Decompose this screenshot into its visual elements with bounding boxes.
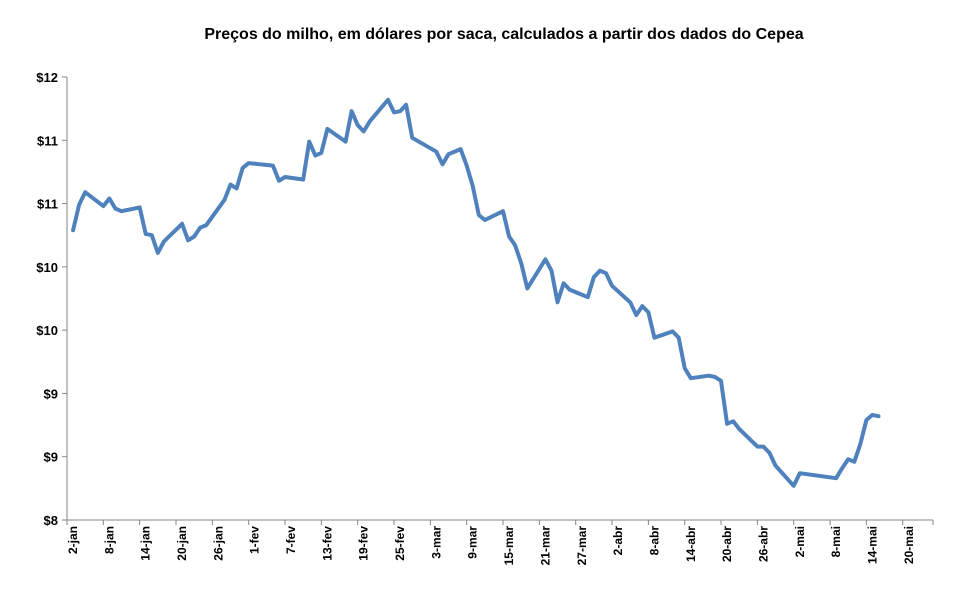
y-tick-label: $8 bbox=[44, 513, 58, 528]
y-axis: $8 $9 $9 $10 $10 $11 $11 $12 bbox=[36, 70, 68, 528]
x-tick-label: 25-fev bbox=[393, 526, 407, 561]
x-axis: 2-jan 8-jan 14-jan 20-jan 26-jan 1-fev 7-fev 13… bbox=[66, 519, 934, 566]
x-tick-label: 20-mai bbox=[902, 526, 916, 564]
y-tick-label: $10 bbox=[36, 260, 58, 275]
series-layer bbox=[71, 97, 881, 488]
x-tick-label: 26-jan bbox=[211, 526, 225, 561]
y-tick-label: $12 bbox=[36, 70, 58, 85]
x-tick-label: 15-mar bbox=[502, 526, 516, 566]
x-tick-label: 14-jan bbox=[139, 526, 153, 561]
x-tick-label: 2-jan bbox=[66, 526, 80, 554]
x-tick-label: 20-abr bbox=[720, 526, 734, 562]
series-line bbox=[71, 97, 881, 488]
x-tick-label: 14-abr bbox=[684, 526, 698, 562]
x-tick-label: 8-abr bbox=[647, 526, 661, 556]
chart-title: Preços do milho, em dólares por saca, ca… bbox=[204, 26, 803, 43]
x-tick-label: 9-mar bbox=[466, 526, 480, 559]
x-tick-label: 8-mai bbox=[829, 526, 843, 557]
x-tick-label: 7-fev bbox=[284, 526, 298, 554]
y-tick-label: $9 bbox=[44, 386, 58, 401]
x-tick-label: 2-mai bbox=[793, 526, 807, 557]
y-tick-label: $11 bbox=[37, 133, 58, 148]
x-tick-label: 27-mar bbox=[575, 526, 589, 566]
x-tick-label: 1-fev bbox=[248, 526, 262, 554]
x-tick-label: 8-jan bbox=[102, 526, 116, 554]
x-tick-label: 19-fev bbox=[357, 526, 371, 561]
y-tick-label: $10 bbox=[36, 323, 58, 338]
x-tick-label: 14-mai bbox=[865, 526, 879, 564]
x-tick-label: 3-mar bbox=[429, 526, 443, 559]
x-tick-label: 13-fev bbox=[320, 526, 334, 561]
y-tick-label: $11 bbox=[37, 197, 58, 212]
x-tick-label: 2-abr bbox=[611, 526, 625, 556]
x-tick-label: 26-abr bbox=[756, 526, 770, 562]
y-tick-label: $9 bbox=[44, 450, 58, 465]
x-tick-label: 21-mar bbox=[538, 526, 552, 566]
x-tick-label: 20-jan bbox=[175, 526, 189, 561]
